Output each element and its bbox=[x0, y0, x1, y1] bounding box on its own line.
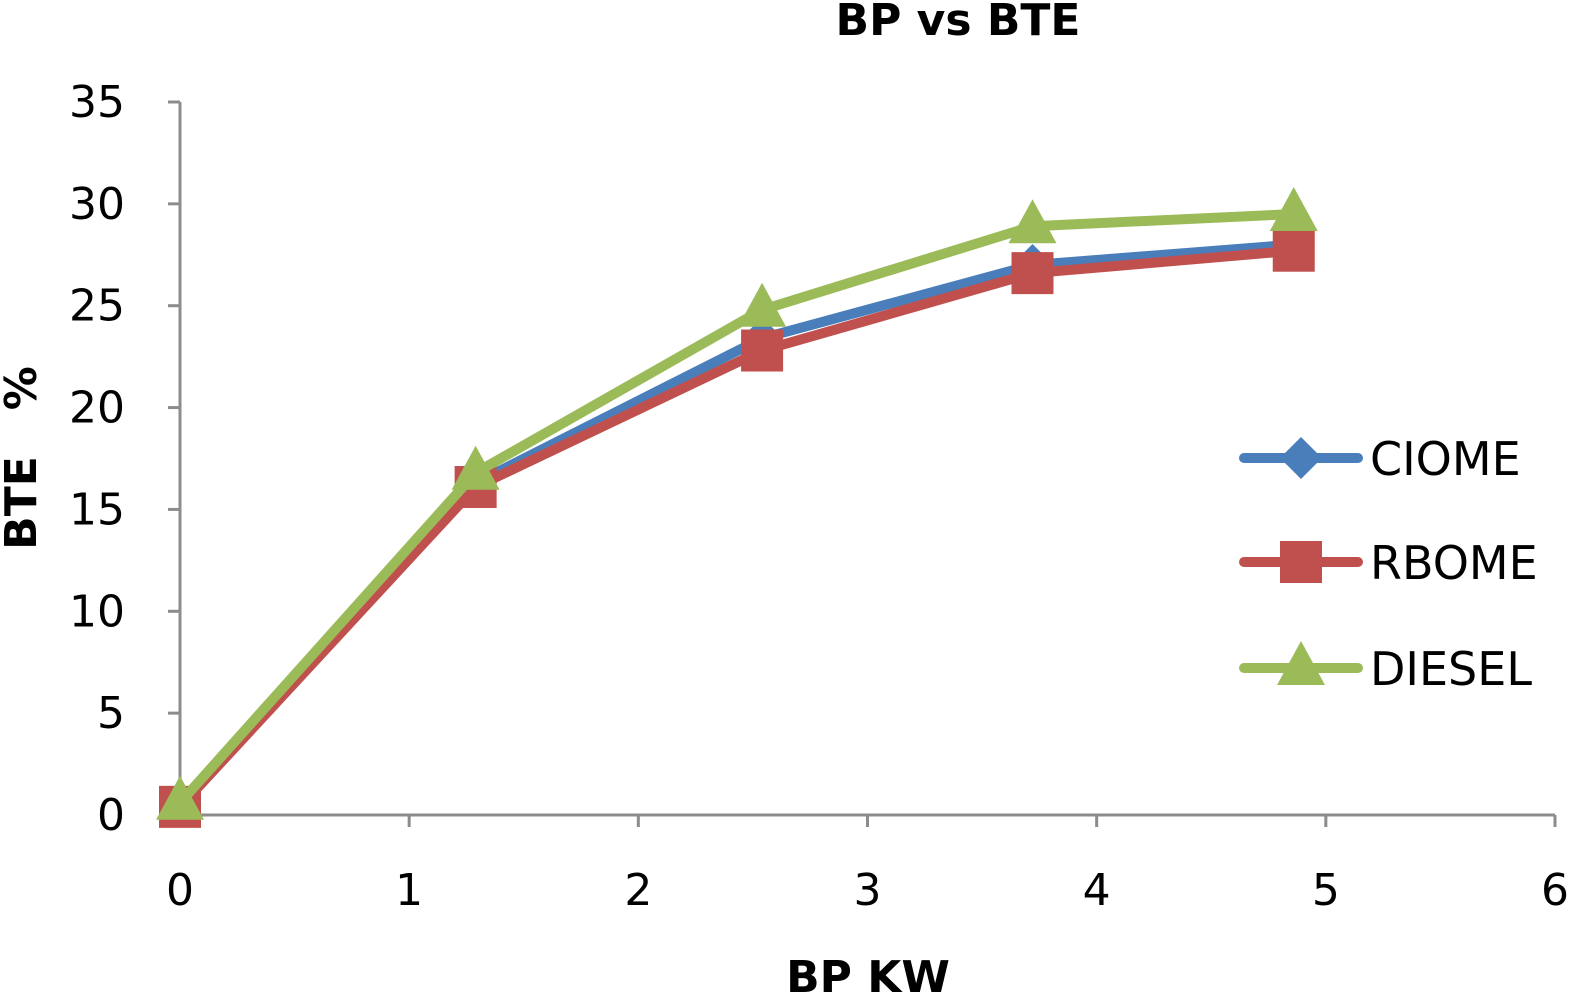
legend: CIOME RBOME DIESEL bbox=[1239, 432, 1538, 696]
x-tick-label: 5 bbox=[1312, 865, 1340, 916]
y-tick-label: 35 bbox=[69, 77, 125, 128]
chart-title: BP vs BTE bbox=[836, 0, 1081, 46]
series-line-rbome bbox=[175, 245, 1299, 812]
x-axis-title: BP KW bbox=[786, 952, 950, 1000]
y-tick-label: 0 bbox=[97, 790, 125, 841]
data-point-rbome bbox=[741, 329, 784, 372]
y-axis-title: BTE % bbox=[0, 366, 47, 550]
x-tick-label: 6 bbox=[1541, 865, 1569, 916]
data-point-rbome bbox=[1272, 229, 1315, 272]
legend-label-diesel: DIESEL bbox=[1370, 642, 1532, 696]
data-point-diesel bbox=[738, 282, 787, 327]
y-tick-labels: 0 5 10 15 20 25 30 35 bbox=[69, 77, 180, 841]
x-tick-label: 0 bbox=[166, 865, 194, 916]
y-tick-label: 25 bbox=[69, 281, 125, 332]
x-tick-label: 1 bbox=[395, 865, 423, 916]
x-tick-label: 4 bbox=[1083, 865, 1111, 916]
y-tick-label: 10 bbox=[69, 586, 125, 637]
y-tick-label: 15 bbox=[69, 484, 125, 535]
legend-marker-ciome bbox=[1280, 437, 1322, 479]
legend-marker-rbome bbox=[1280, 541, 1322, 583]
legend-label-ciome: CIOME bbox=[1370, 432, 1521, 486]
series-ciome bbox=[159, 223, 1315, 826]
x-tick-label: 3 bbox=[854, 865, 882, 916]
series-diesel bbox=[156, 187, 1318, 820]
data-point-diesel bbox=[451, 445, 500, 490]
x-tick-labels: 0 1 2 3 4 5 6 bbox=[166, 815, 1569, 916]
y-tick-label: 5 bbox=[97, 688, 125, 739]
series-line-diesel bbox=[175, 209, 1299, 808]
data-point-rbome bbox=[1011, 252, 1054, 295]
y-tick-label: 20 bbox=[69, 383, 125, 434]
legend-label-rbome: RBOME bbox=[1370, 536, 1538, 590]
data-point-diesel bbox=[1008, 199, 1057, 244]
x-tick-label: 2 bbox=[624, 865, 652, 916]
data-point-diesel bbox=[1269, 187, 1318, 232]
legend-marker-diesel bbox=[1277, 641, 1325, 685]
data-point-diesel bbox=[156, 775, 204, 820]
y-tick-label: 30 bbox=[69, 179, 125, 230]
plot-area bbox=[156, 187, 1318, 828]
